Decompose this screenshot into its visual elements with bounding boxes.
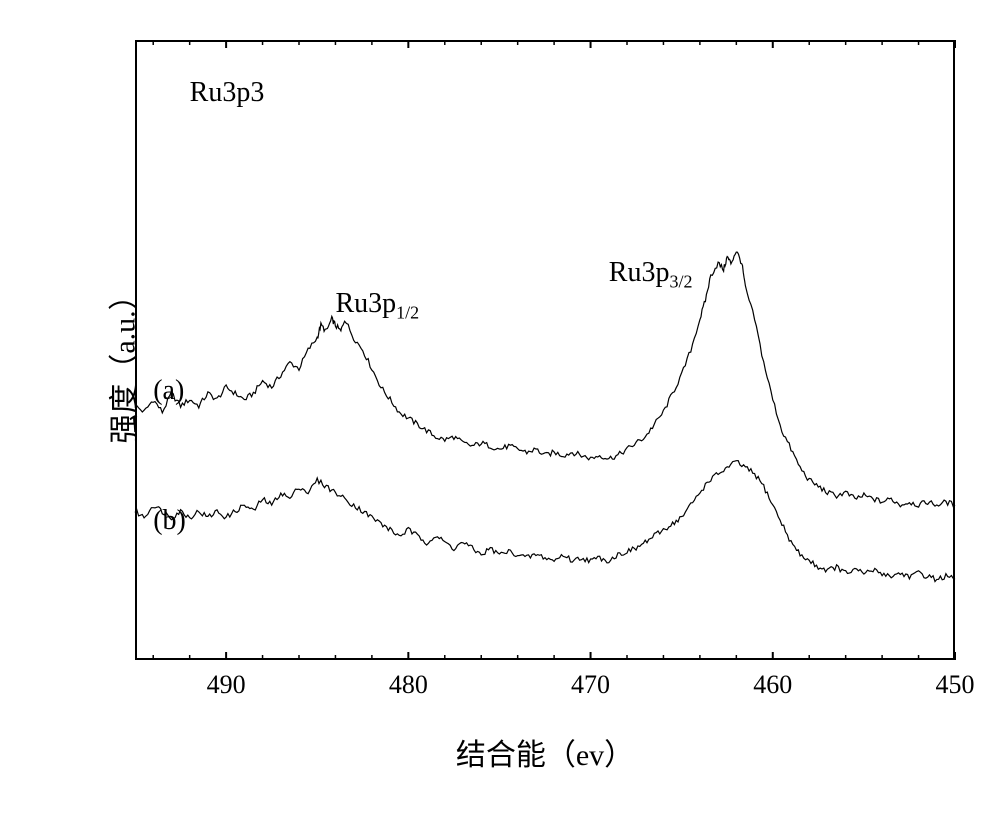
x-tick-label: 470: [571, 670, 610, 700]
x-tick-label: 450: [936, 670, 975, 700]
peak-1-2-label: Ru3p1/2: [335, 288, 419, 324]
spectrum-svg: [0, 0, 1000, 826]
x-tick-label: 480: [389, 670, 428, 700]
y-axis-label: 强度（a.u.）: [100, 280, 144, 443]
x-tick-label: 460: [753, 670, 792, 700]
x-tick-label: 490: [207, 670, 246, 700]
x-axis-label: 结合能（ev）: [456, 730, 634, 774]
curve-a-label: (a): [153, 375, 184, 407]
series-a: [135, 252, 955, 507]
figure-container: 强度（a.u.） 结合能（ev） Ru3p3 Ru3p1/2 Ru3p3/2 (…: [0, 0, 1000, 826]
curve-b-label: (b): [153, 505, 186, 537]
peak-3-2-label: Ru3p3/2: [609, 257, 693, 293]
series-b: [135, 461, 955, 582]
element-label: Ru3p3: [190, 77, 265, 109]
